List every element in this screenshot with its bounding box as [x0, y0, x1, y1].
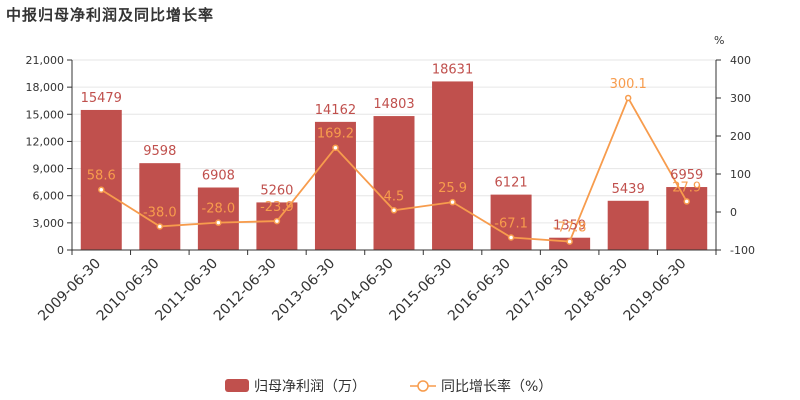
- line-point: [98, 186, 105, 193]
- bar-value-label: 14162: [315, 103, 356, 118]
- line-point: [273, 217, 281, 225]
- labels-layer: 15479 9598 6908 5260 14162 14803 18631 6121 1359…: [81, 62, 704, 235]
- line-value-label: 27.9: [672, 180, 701, 195]
- line-point: [683, 198, 690, 205]
- left-axis-tick-label: 21,000: [26, 54, 65, 67]
- bar-value-label: 18631: [432, 62, 473, 77]
- bar: [80, 109, 122, 250]
- left-axis-tick-label: 18,000: [26, 81, 65, 94]
- bar: [314, 121, 356, 251]
- bar: [432, 81, 474, 250]
- right-axis-tick-label: 100: [730, 168, 751, 181]
- right-axis-tick-label: 300: [730, 92, 751, 105]
- line-value-label: 58.6: [87, 169, 116, 184]
- line-point: [507, 234, 515, 241]
- bar-value-label: 5260: [260, 183, 293, 198]
- bar-value-label: 9598: [143, 144, 176, 159]
- bar-value-label: 5439: [612, 182, 645, 197]
- bar: [139, 163, 181, 250]
- legend-bar-label: 归母净利润（万）: [254, 378, 366, 395]
- line-point: [156, 223, 164, 230]
- left-axis-tick-label: 0: [57, 244, 64, 257]
- line-value-label: 300.1: [610, 77, 647, 92]
- bar-value-label: 6908: [202, 168, 235, 183]
- left-axis-tick-label: 9,000: [33, 163, 65, 176]
- bar: [666, 187, 708, 250]
- right-axis-tick-label: -100: [730, 244, 755, 257]
- right-axis-tick-label: 400: [730, 54, 751, 67]
- bar-value-label: 6959: [670, 168, 703, 183]
- bar: [197, 187, 239, 250]
- legend-line-marker: [417, 380, 429, 392]
- line-value-label: 4.5: [384, 189, 405, 204]
- bars-layer: [80, 81, 708, 251]
- line-value-label: -23.9: [260, 200, 294, 215]
- bar: [373, 116, 415, 251]
- legend-bar-swatch: [225, 379, 249, 392]
- left-axis-tick-label: 12,000: [26, 135, 65, 148]
- line-value-label: 25.9: [438, 181, 467, 196]
- right-axis-tick-label: 200: [730, 130, 751, 143]
- left-axis-tick-label: 15,000: [26, 108, 65, 121]
- x-axis-tick-label: 2019-06-30: [621, 256, 690, 325]
- left-axis-tick-label: 6,000: [33, 190, 65, 203]
- bar: [256, 202, 298, 250]
- chart-title: 中报归母净利润及同比增长率: [6, 6, 215, 24]
- line-value-label: -38.0: [143, 205, 177, 220]
- line-point: [215, 219, 222, 226]
- line-point: [566, 238, 573, 245]
- bar-value-label: 15479: [81, 91, 122, 106]
- left-axis-tick-label: 3,000: [33, 217, 65, 230]
- line-point: [390, 207, 398, 214]
- bar-value-label: 6121: [495, 176, 528, 191]
- line-value-label: -77.8: [553, 221, 587, 236]
- bar: [490, 194, 532, 250]
- right-axis-unit: %: [714, 34, 724, 47]
- legend: 归母净利润（万） 同比增长率（%）: [225, 378, 552, 395]
- line-point: [624, 94, 632, 102]
- line-value-label: -67.1: [494, 216, 528, 231]
- line-value-label: 169.2: [317, 127, 354, 142]
- bar-value-label: 1359: [553, 219, 586, 234]
- bar: [607, 200, 649, 250]
- line-point: [449, 198, 456, 206]
- line-value-label: -28.0: [202, 202, 236, 217]
- line-layer: [98, 94, 690, 245]
- line-point: [332, 144, 339, 151]
- right-axis-tick-label: 0: [730, 206, 737, 219]
- legend-line-label: 同比增长率（%）: [441, 378, 552, 395]
- bar-value-label: 14803: [373, 97, 414, 112]
